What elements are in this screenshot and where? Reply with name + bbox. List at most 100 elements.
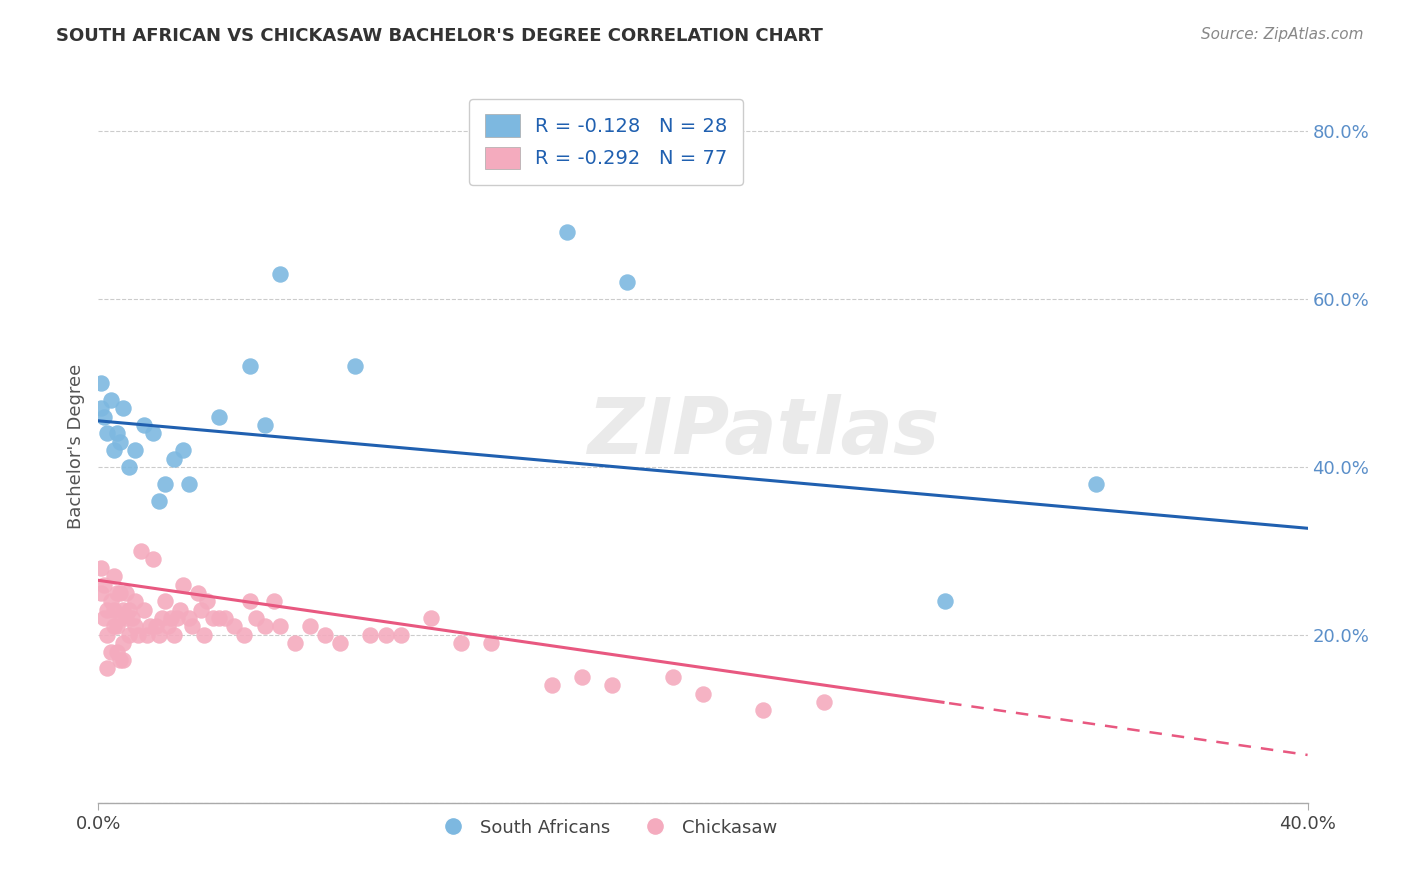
Point <box>105 586 128 600</box>
Point <box>108 434 131 449</box>
Point <box>103 569 125 583</box>
Point <box>145 619 167 633</box>
Point <box>420 611 443 625</box>
Point <box>269 619 291 633</box>
Point <box>269 267 291 281</box>
Point <box>111 603 134 617</box>
Point <box>108 653 131 667</box>
Point <box>195 594 218 608</box>
Point <box>132 417 155 432</box>
Point <box>214 611 236 625</box>
Point <box>813 695 835 709</box>
Point <box>360 628 382 642</box>
Point <box>1085 476 1108 491</box>
Point <box>169 603 191 617</box>
Point <box>253 619 276 633</box>
Point <box>481 636 503 650</box>
Point <box>148 628 170 642</box>
Point <box>105 426 128 441</box>
Point <box>100 594 122 608</box>
Point <box>93 409 115 424</box>
Point <box>299 619 322 633</box>
Point <box>263 594 285 608</box>
Point <box>103 443 125 458</box>
Point <box>239 359 262 374</box>
Point <box>208 409 231 424</box>
Text: Source: ZipAtlas.com: Source: ZipAtlas.com <box>1201 27 1364 42</box>
Point <box>103 603 125 617</box>
Point <box>329 636 352 650</box>
Point <box>224 619 246 633</box>
Point <box>374 628 396 642</box>
Point <box>179 476 201 491</box>
Point <box>135 628 157 642</box>
Point <box>284 636 307 650</box>
Point <box>96 661 118 675</box>
Point <box>153 476 176 491</box>
Point <box>139 619 162 633</box>
Text: ZIPatlas: ZIPatlas <box>588 393 939 470</box>
Legend: South Africans, Chickasaw: South Africans, Chickasaw <box>427 812 785 844</box>
Point <box>616 275 638 289</box>
Point <box>132 603 155 617</box>
Point <box>103 619 125 633</box>
Point <box>111 636 134 650</box>
Point <box>142 426 165 441</box>
Point <box>90 586 112 600</box>
Point <box>108 611 131 625</box>
Point <box>202 611 225 625</box>
Point <box>153 594 176 608</box>
Point <box>118 603 141 617</box>
Point <box>118 460 141 475</box>
Point <box>172 577 194 591</box>
Point <box>142 552 165 566</box>
Text: SOUTH AFRICAN VS CHICKASAW BACHELOR'S DEGREE CORRELATION CHART: SOUTH AFRICAN VS CHICKASAW BACHELOR'S DE… <box>56 27 823 45</box>
Point <box>661 670 683 684</box>
Point <box>172 443 194 458</box>
Point <box>150 611 173 625</box>
Point <box>245 611 267 625</box>
Y-axis label: Bachelor's Degree: Bachelor's Degree <box>66 363 84 529</box>
Point <box>239 594 262 608</box>
Point <box>105 645 128 659</box>
Point <box>148 493 170 508</box>
Point <box>156 619 179 633</box>
Point <box>129 544 152 558</box>
Point <box>96 603 118 617</box>
Point <box>253 417 276 432</box>
Point <box>540 678 562 692</box>
Point <box>208 611 231 625</box>
Point <box>190 603 212 617</box>
Point <box>93 577 115 591</box>
Point <box>571 670 593 684</box>
Point <box>692 687 714 701</box>
Point <box>114 586 136 600</box>
Point <box>179 611 201 625</box>
Point <box>90 560 112 574</box>
Point <box>114 611 136 625</box>
Point <box>163 451 186 466</box>
Point <box>105 619 128 633</box>
Point <box>166 611 188 625</box>
Point <box>314 628 336 642</box>
Point <box>100 392 122 407</box>
Point <box>160 611 183 625</box>
Point <box>752 703 775 717</box>
Point <box>934 594 956 608</box>
Point <box>111 401 134 416</box>
Point <box>124 594 146 608</box>
Point <box>163 628 186 642</box>
Point <box>118 628 141 642</box>
Point <box>232 628 254 642</box>
Point <box>187 586 209 600</box>
Point <box>90 376 112 390</box>
Point <box>481 158 503 172</box>
Point <box>124 443 146 458</box>
Point <box>124 619 146 633</box>
Point <box>127 628 149 642</box>
Point <box>193 628 215 642</box>
Point <box>96 426 118 441</box>
Point <box>90 401 112 416</box>
Point <box>100 645 122 659</box>
Point <box>93 611 115 625</box>
